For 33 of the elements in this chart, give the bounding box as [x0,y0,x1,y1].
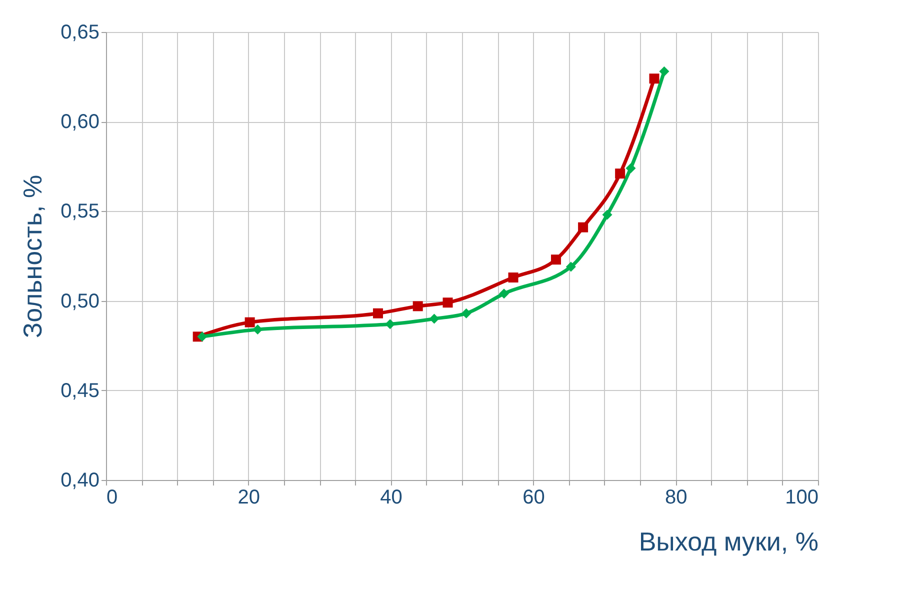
x-axis-title: Выход муки, % [638,526,818,556]
x-tick-label: 0 [106,486,118,508]
point [615,168,626,179]
point [442,298,453,308]
y-tick-label: 0,50 [60,290,100,312]
y-tick-label: 0,40 [60,470,100,492]
point [550,254,561,265]
x-tick-label: 100 [785,486,818,508]
point [252,324,263,334]
x-tick-label: 80 [664,486,688,508]
y-tick-label: 0,55 [60,200,100,223]
x-tick-label: 40 [380,486,402,508]
y-tick-label: 0,65 [60,22,100,44]
point [508,272,518,283]
y-tick-label: 0,45 [60,380,100,402]
point [659,66,670,76]
point [412,301,423,312]
point [461,308,472,318]
point [566,262,576,272]
point [244,317,255,328]
point [197,332,208,342]
point [429,314,440,324]
point [385,319,396,330]
point [626,163,636,174]
point [649,74,660,84]
y-tick-label: 0,60 [60,111,100,134]
point [499,288,510,299]
y-axis-title: Зольность, % [18,174,48,338]
x-tick-label: 20 [238,486,260,508]
point [372,308,383,318]
point [602,210,612,220]
point [578,222,588,232]
x-tick-label: 60 [522,486,545,508]
